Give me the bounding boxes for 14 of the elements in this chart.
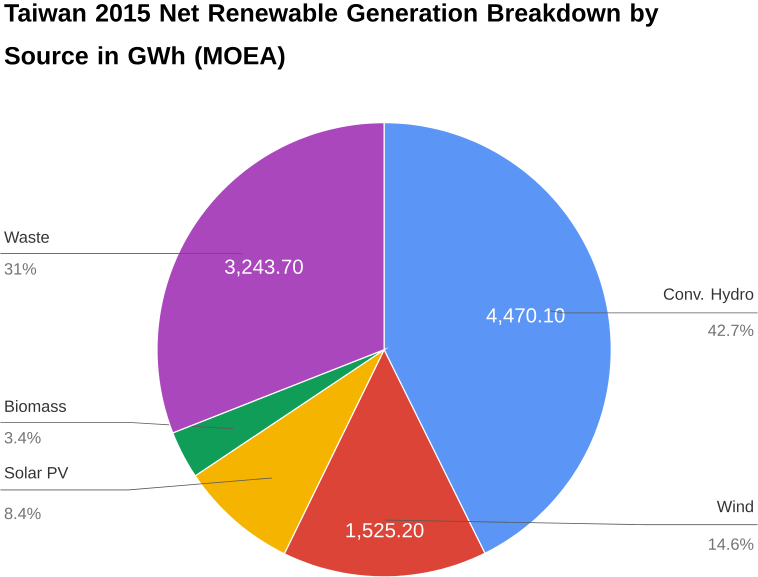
chart-title: Taiwan 2015 Net Renewable Generation Breakdown by Source in GWh (MOEA) — [4, 3, 658, 70]
text: 8.4% — [4, 507, 41, 519]
slice-label: Wind — [716, 500, 753, 512]
slice-label: Conv. Hydro — [664, 288, 754, 303]
slice-label: Biomass — [5, 400, 66, 412]
text: 31% — [4, 262, 36, 274]
slice-label: Solar PV — [4, 466, 68, 478]
text: 42.7% — [708, 324, 754, 336]
slice-label: Waste — [4, 231, 49, 243]
data-label: 1,525.20 — [346, 522, 424, 540]
data-label: 3,243.70 — [225, 259, 303, 276]
text: 3.4% — [4, 432, 41, 444]
text: 14.6% — [708, 538, 754, 550]
data-label: 4,470.10 — [486, 308, 565, 325]
